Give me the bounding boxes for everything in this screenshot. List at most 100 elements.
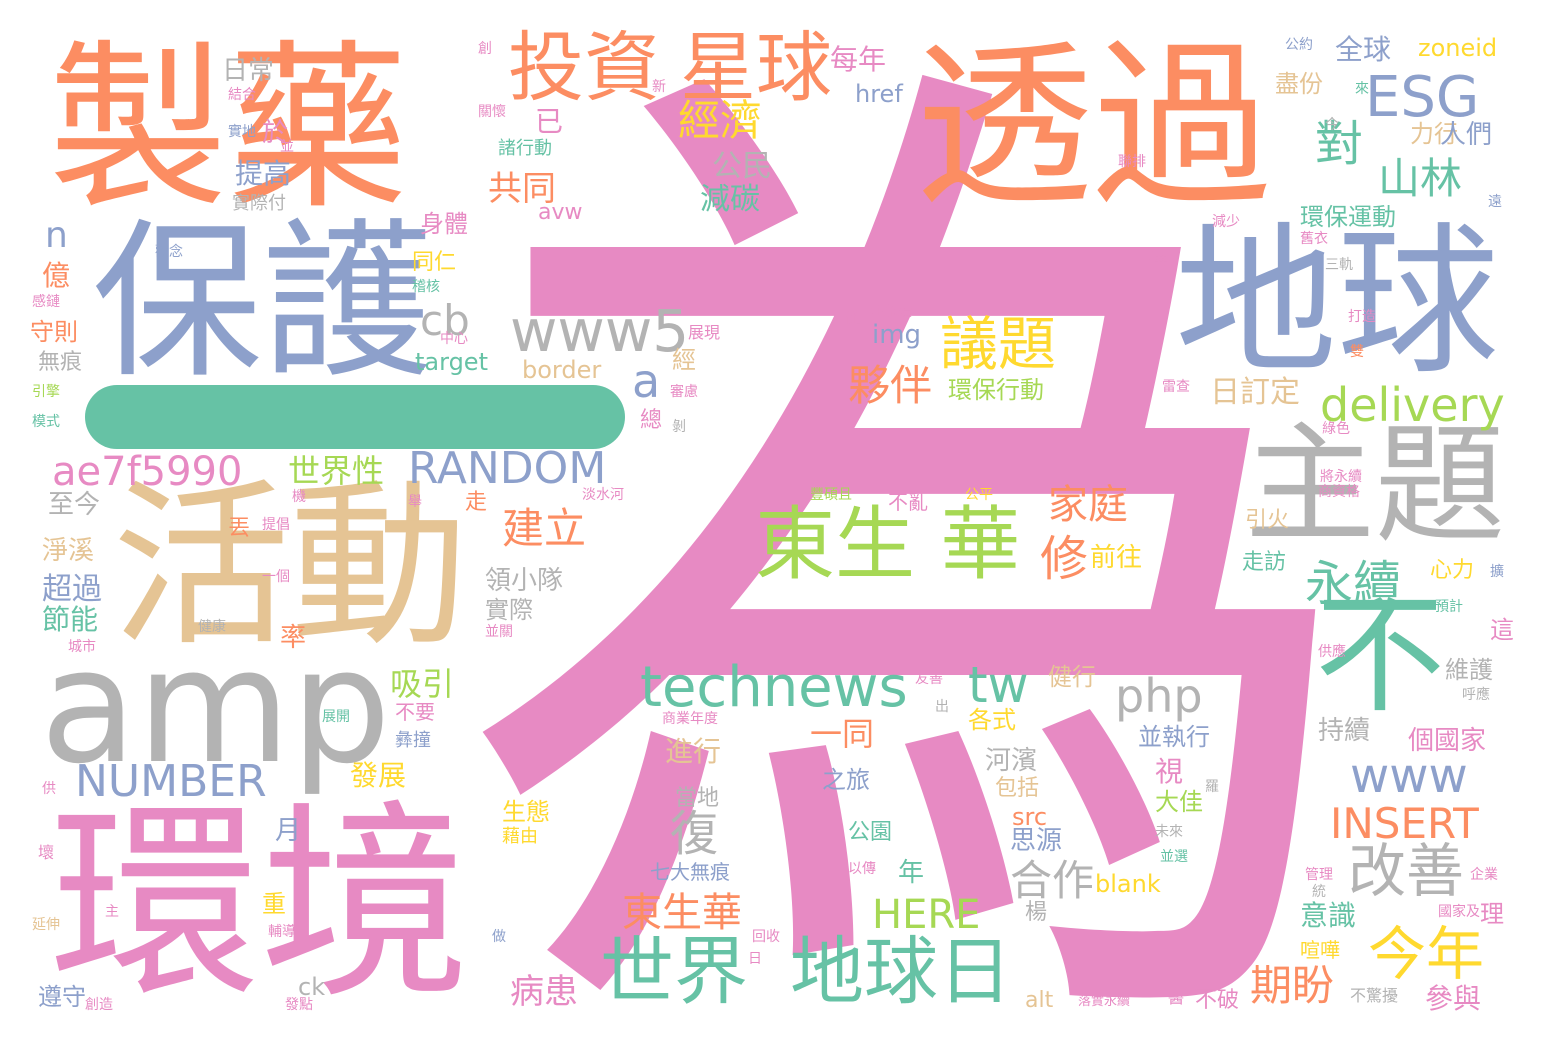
word-shijiexing: 世界性	[288, 452, 385, 490]
word-zou: 走	[465, 490, 488, 515]
word-shangyeniandu: 商業年度	[662, 711, 718, 727]
word-dangdi: 當地	[675, 786, 720, 811]
word-ri: 日	[748, 951, 762, 967]
word-shouze: 守則	[30, 318, 78, 346]
word-yiti: 議題	[940, 310, 1057, 378]
word-shijie: 世界	[600, 929, 748, 1015]
word-shiji: 實際	[485, 596, 533, 624]
word-php: php	[1115, 669, 1203, 723]
word-blank: blank	[1095, 870, 1161, 898]
word-a: a	[632, 354, 661, 408]
word-chixu: 持續	[1318, 716, 1371, 746]
word-zhiyao: 製藥	[48, 25, 409, 234]
word-bing: 並	[280, 139, 294, 155]
word-zhongxin: 中心	[440, 331, 468, 347]
word-jieneng: 節能	[42, 603, 99, 636]
word-huanbaoxingdong: 環保行動	[948, 376, 1044, 404]
word-jinfen: 盡份	[1275, 70, 1323, 98]
word-jihe: 稽核	[412, 279, 440, 295]
word-jiehe: 結合	[228, 87, 256, 103]
word-jianxing: 健行	[1048, 663, 1096, 691]
word-cong: 從	[845, 308, 862, 327]
word-zhuxingdong: 諸行動	[498, 138, 552, 159]
word-fudao: 輔導	[268, 924, 296, 940]
word-yuan: 遠	[1488, 194, 1502, 210]
word-jing: 經	[672, 346, 696, 374]
word-huanbaoyundong: 環保運動	[1300, 203, 1396, 231]
word-dui: 對	[1315, 116, 1364, 172]
word-jinxing: 進行	[665, 735, 722, 768]
word-bujingrao: 不驚擾	[1350, 986, 1399, 1005]
word-src: src	[1012, 803, 1048, 831]
word-huishou: 回收	[752, 929, 780, 945]
word-diqiuri: 地球日	[790, 929, 1012, 1015]
word-quanqiu: 全球	[1335, 33, 1392, 66]
word-jiuyi: 舊衣	[1300, 231, 1328, 247]
word-yitong: 一同	[810, 715, 875, 753]
word-shenti: 身體	[420, 210, 468, 238]
word-ridingding: 日訂定	[1210, 375, 1300, 410]
word-ganlian: 感鏈	[32, 294, 60, 310]
word-xuanhua: 喧嘩	[1300, 938, 1340, 962]
word-ae7f5990: ae7f5990	[52, 449, 243, 495]
word-shengtai: 生態	[502, 798, 550, 826]
word-jiankang: 健康	[198, 619, 226, 635]
word-cb: cb	[420, 296, 470, 345]
word-ju: 舉	[408, 494, 422, 510]
word-zhong: 重	[262, 890, 286, 918]
word-jianli: 建立	[502, 504, 587, 553]
word-bingxuan: 並選	[1160, 849, 1188, 865]
word-zhanxian: 展現	[688, 323, 721, 342]
word-jiangyongxu: 將永續	[1320, 469, 1362, 485]
word-zhijin: 至今	[48, 490, 101, 520]
word-zunshou: 遵守	[38, 983, 86, 1011]
word-zhankai: 展開	[322, 709, 350, 725]
word-baohu: 保護	[92, 204, 433, 402]
word-bingzhuan: 病患	[510, 972, 578, 1012]
word-yongxu: 永續	[1305, 556, 1402, 612]
word-gongyuan: 公園	[848, 820, 893, 845]
word-jingxi: 淨溪	[42, 536, 95, 566]
word-xinli: 心力	[1430, 558, 1475, 583]
word-delivery: delivery	[1320, 378, 1505, 432]
word-touguo: 透過	[915, 23, 1271, 230]
word-sangui: 三軌	[1325, 257, 1353, 273]
word-weihu: 維護	[1445, 656, 1493, 684]
word-fadian: 發點	[285, 997, 313, 1013]
word-rang: 譲	[1148, 248, 1168, 272]
word-renmen: 人們	[1440, 120, 1493, 150]
word-danshuihe: 淡水河	[582, 487, 624, 503]
word-huai: 壞	[38, 843, 55, 862]
word-zoneid: zoneid	[1418, 34, 1498, 62]
word-siyuan: 思源	[1010, 826, 1063, 856]
word-insert: INSERT	[1330, 799, 1479, 848]
word-gong: 供	[42, 781, 56, 797]
word-hebin: 河濱	[985, 746, 1038, 776]
word-gongtong: 共同	[488, 169, 556, 209]
word-alt: alt	[1025, 988, 1054, 1013]
word-huodong: 活動	[112, 463, 468, 670]
word-yizhuang: 彝撞	[395, 730, 431, 751]
word-yanshen: 延伸	[32, 917, 60, 933]
word-bingguan: 並關	[485, 624, 513, 640]
word-guannian: 觀念	[155, 244, 183, 260]
word-touzi: 投資	[508, 23, 660, 112]
word-tongren: 同仁	[412, 250, 457, 275]
word-yishi: 意識	[1300, 899, 1357, 932]
word-dazao: 打造	[1348, 309, 1376, 325]
word-canyu: 參與	[1425, 982, 1482, 1015]
word-ck: ck	[298, 973, 326, 1001]
word-guanhuai: 關懷	[478, 104, 506, 120]
word-xiu: 修	[1040, 531, 1089, 587]
word-here: HERE	[872, 892, 981, 938]
word-border: border	[522, 356, 602, 384]
word-chu: 出	[935, 699, 949, 715]
word-yinhuo: 引火	[1245, 508, 1290, 533]
word-chaoguo: 超過	[42, 572, 102, 607]
word-yichuan: 以傳	[848, 861, 876, 877]
word-tigao: 提高	[235, 157, 292, 190]
word-dongshenghua: 東生 華	[755, 498, 1021, 591]
word-guojiaji: 國家及	[1438, 904, 1480, 920]
word-luo: 羅	[1205, 779, 1219, 795]
word-geguojia: 個國家	[1408, 726, 1487, 756]
